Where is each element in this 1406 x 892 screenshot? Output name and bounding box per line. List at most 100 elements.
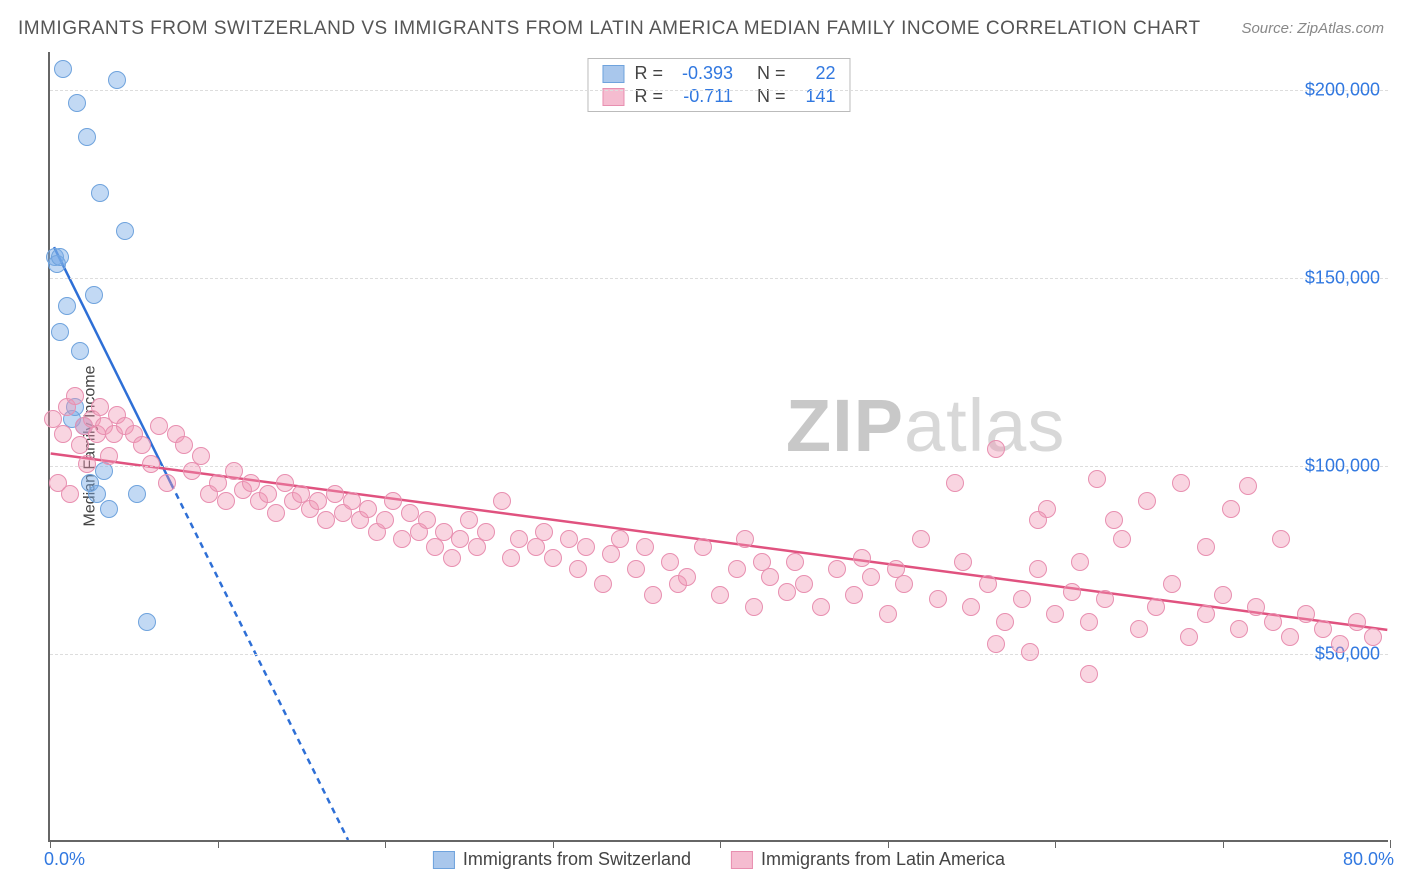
- data-point: [451, 530, 469, 548]
- legend-label: Immigrants from Switzerland: [463, 849, 691, 870]
- data-point: [209, 474, 227, 492]
- data-point: [418, 511, 436, 529]
- data-point: [116, 222, 134, 240]
- data-point: [1029, 511, 1047, 529]
- r-label: R =: [634, 63, 663, 84]
- data-point: [1247, 598, 1265, 616]
- legend-label: Immigrants from Latin America: [761, 849, 1005, 870]
- data-point: [778, 583, 796, 601]
- data-point: [460, 511, 478, 529]
- data-point: [845, 586, 863, 604]
- data-point: [636, 538, 654, 556]
- data-point: [158, 474, 176, 492]
- data-point: [1180, 628, 1198, 646]
- source-attribution: Source: ZipAtlas.com: [1241, 20, 1384, 37]
- data-point: [627, 560, 645, 578]
- correlation-stats-box: R =-0.393N =22R =-0.711N =141: [587, 58, 850, 112]
- x-tick: [1055, 840, 1056, 848]
- data-point: [1281, 628, 1299, 646]
- data-point: [66, 387, 84, 405]
- x-tick: [720, 840, 721, 848]
- data-point: [309, 492, 327, 510]
- n-value: 22: [796, 63, 836, 84]
- watermark: ZIPatlas: [786, 383, 1065, 468]
- data-point: [493, 492, 511, 510]
- data-point: [61, 485, 79, 503]
- data-point: [384, 492, 402, 510]
- data-point: [1105, 511, 1123, 529]
- y-tick-label: $200,000: [1305, 79, 1380, 100]
- x-axis-start-label: 0.0%: [44, 849, 85, 870]
- data-point: [962, 598, 980, 616]
- data-point: [51, 248, 69, 266]
- data-point: [1130, 620, 1148, 638]
- data-point: [644, 586, 662, 604]
- x-tick: [888, 840, 889, 848]
- data-point: [1096, 590, 1114, 608]
- data-point: [217, 492, 235, 510]
- data-point: [1088, 470, 1106, 488]
- legend-item: Immigrants from Latin America: [731, 849, 1005, 870]
- data-point: [1264, 613, 1282, 631]
- data-point: [502, 549, 520, 567]
- data-point: [1029, 560, 1047, 578]
- data-point: [510, 530, 528, 548]
- data-point: [577, 538, 595, 556]
- data-point: [611, 530, 629, 548]
- data-point: [745, 598, 763, 616]
- data-point: [996, 613, 1014, 631]
- data-point: [912, 530, 930, 548]
- gridline: [50, 466, 1388, 467]
- data-point: [795, 575, 813, 593]
- data-point: [78, 455, 96, 473]
- gridline: [50, 654, 1388, 655]
- x-tick: [1223, 840, 1224, 848]
- data-point: [242, 474, 260, 492]
- x-tick: [50, 840, 51, 848]
- data-point: [267, 504, 285, 522]
- data-point: [133, 436, 151, 454]
- x-tick: [385, 840, 386, 848]
- data-point: [393, 530, 411, 548]
- data-point: [1230, 620, 1248, 638]
- data-point: [225, 462, 243, 480]
- data-point: [1272, 530, 1290, 548]
- data-point: [376, 511, 394, 529]
- data-point: [946, 474, 964, 492]
- data-point: [987, 635, 1005, 653]
- data-point: [276, 474, 294, 492]
- data-point: [1239, 477, 1257, 495]
- data-point: [887, 560, 905, 578]
- data-point: [786, 553, 804, 571]
- data-point: [175, 436, 193, 454]
- scatter-plot-area: ZIPatlas R =-0.393N =22R =-0.711N =141 0…: [48, 52, 1388, 842]
- series-legend: Immigrants from Switzerland Immigrants fr…: [433, 849, 1005, 870]
- data-point: [569, 560, 587, 578]
- data-point: [678, 568, 696, 586]
- data-point: [343, 492, 361, 510]
- y-tick-label: $150,000: [1305, 267, 1380, 288]
- data-point: [694, 538, 712, 556]
- data-point: [1364, 628, 1382, 646]
- data-point: [1163, 575, 1181, 593]
- data-point: [1080, 665, 1098, 683]
- data-point: [979, 575, 997, 593]
- data-point: [1138, 492, 1156, 510]
- data-point: [1046, 605, 1064, 623]
- data-point: [100, 500, 118, 518]
- data-point: [91, 398, 109, 416]
- data-point: [58, 297, 76, 315]
- legend-item: Immigrants from Switzerland: [433, 849, 691, 870]
- data-point: [1021, 643, 1039, 661]
- data-point: [128, 485, 146, 503]
- data-point: [828, 560, 846, 578]
- data-point: [71, 342, 89, 360]
- chart-title: IMMIGRANTS FROM SWITZERLAND VS IMMIGRANT…: [18, 18, 1201, 40]
- x-tick: [1390, 840, 1391, 848]
- data-point: [1297, 605, 1315, 623]
- data-point: [753, 553, 771, 571]
- data-point: [138, 613, 156, 631]
- data-point: [535, 523, 553, 541]
- data-point: [326, 485, 344, 503]
- data-point: [68, 94, 86, 112]
